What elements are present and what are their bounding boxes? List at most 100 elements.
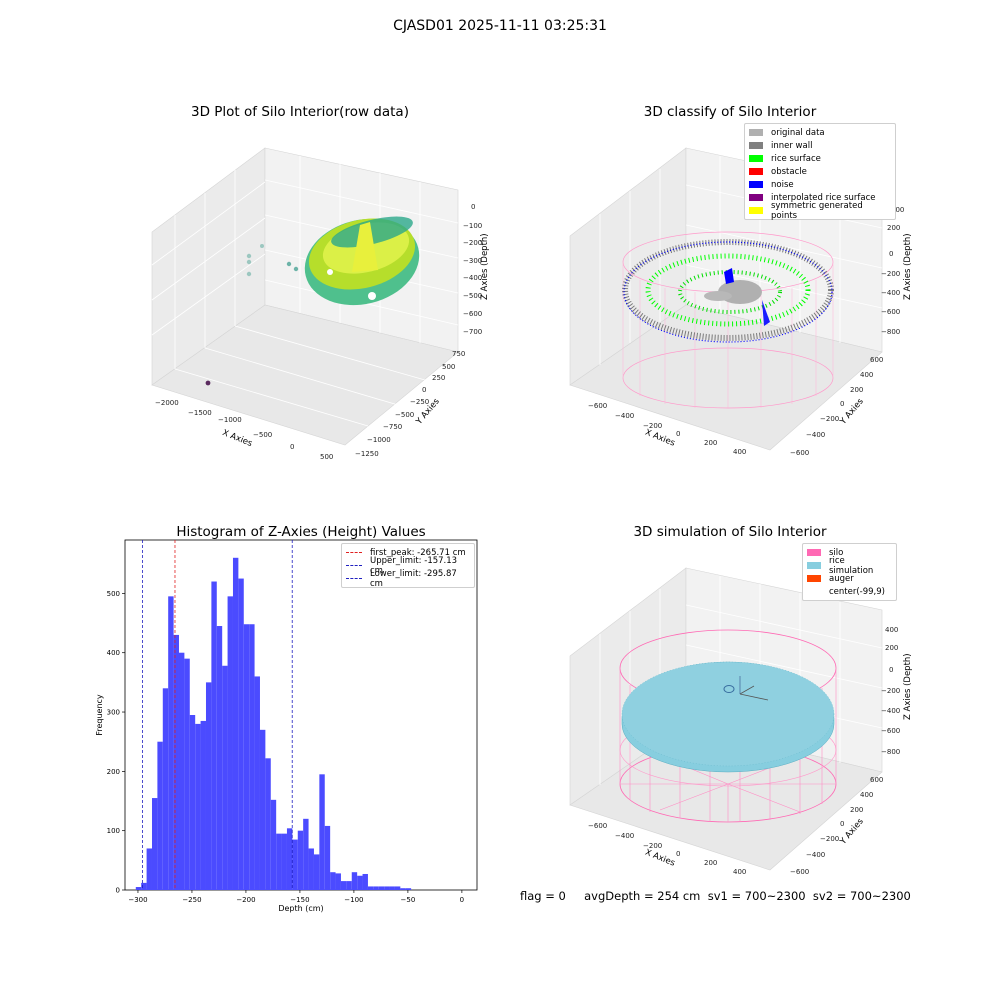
panel2-z-tick: 400 bbox=[891, 206, 904, 214]
histogram-bar bbox=[357, 875, 363, 890]
legend-swatch bbox=[749, 181, 763, 188]
histogram-bar bbox=[184, 658, 190, 890]
legend-item-lower-limit: Lower_limit: -295.87 cm bbox=[342, 569, 474, 589]
panel2-x-tick: −400 bbox=[615, 412, 634, 420]
panel1-z-tick: −300 bbox=[463, 257, 482, 265]
legend-label: interpolated rice surface bbox=[771, 192, 876, 203]
legend-label: first_peak: -265.71 cm bbox=[370, 547, 466, 558]
histogram-bar bbox=[389, 886, 395, 890]
legend-item-noise: noise bbox=[745, 178, 895, 191]
panel4-xlabel: X Axies bbox=[643, 848, 676, 869]
panel1-zlabel: Z Axies (Depth) bbox=[480, 233, 490, 300]
panel1-z-tick: 0 bbox=[471, 203, 475, 211]
panel4-y-tick: −400 bbox=[806, 851, 825, 859]
panel3-title: Histogram of Z-Axies (Height) Values bbox=[176, 524, 426, 540]
histogram-bar bbox=[216, 626, 223, 890]
legend-item-symmetric: symmetric generated points bbox=[745, 201, 895, 221]
legend-label: Lower_limit: -295.87 cm bbox=[370, 568, 457, 589]
histogram-bar bbox=[157, 741, 163, 890]
legend-swatch bbox=[749, 142, 763, 149]
panel1-y-tick: −500 bbox=[395, 411, 414, 419]
panel2-z-tick: −800 bbox=[881, 328, 900, 336]
panel1-z-tick: −100 bbox=[463, 222, 482, 230]
histogram-x-tick-label: −250 bbox=[182, 896, 201, 904]
panel2-xlabel: X Axies bbox=[643, 428, 676, 449]
legend-swatch bbox=[807, 575, 821, 582]
histogram-bar bbox=[324, 825, 331, 890]
panel2-y-tick: −200 bbox=[820, 415, 839, 423]
panel2-title: 3D classify of Silo Interior bbox=[643, 104, 817, 120]
histogram-bar bbox=[330, 872, 336, 890]
panel2-z-tick: 200 bbox=[887, 224, 900, 232]
histogram-x-tick-label: −300 bbox=[128, 896, 147, 904]
histogram-xlabel: Depth (cm) bbox=[278, 904, 323, 913]
legend-swatch bbox=[749, 155, 763, 162]
panel1-gridlines bbox=[151, 156, 459, 427]
histogram-bar bbox=[405, 888, 412, 890]
histogram-bar bbox=[265, 758, 271, 890]
histogram-bar bbox=[151, 798, 158, 890]
histogram-bar bbox=[243, 624, 250, 890]
panel2-y-ticks: 600 400 200 0 −200 −400 −600 bbox=[790, 356, 883, 457]
histogram-bar bbox=[297, 830, 304, 890]
histogram-bars bbox=[135, 557, 412, 890]
panel1-x-tick: 0 bbox=[290, 443, 294, 451]
panel2-z-tick: 0 bbox=[889, 250, 893, 258]
histogram-bar bbox=[227, 596, 233, 890]
histogram-bar bbox=[232, 557, 239, 890]
panel1-y-tick: 250 bbox=[432, 374, 445, 382]
panel4-x-tick: −600 bbox=[588, 822, 607, 830]
legend-item-first-peak: first_peak: -265.71 cm bbox=[342, 546, 474, 559]
histogram-x-tick-label: −50 bbox=[401, 896, 416, 904]
legend-swatch bbox=[749, 194, 763, 201]
panel2-y-tick: 600 bbox=[870, 356, 883, 364]
panel2-3d-axes: −600 −400 −200 0 200 400 600 400 200 0 −… bbox=[569, 147, 913, 457]
legend-line bbox=[346, 552, 362, 553]
panel2-y-tick: −400 bbox=[806, 431, 825, 439]
legend-item-rice-simulation: rice simulation bbox=[803, 556, 896, 576]
histogram-bar bbox=[335, 873, 341, 890]
histogram-bar bbox=[378, 886, 385, 890]
panel4-z-tick: 400 bbox=[885, 626, 898, 634]
panel1-x-tick: −1500 bbox=[188, 409, 212, 417]
panel1-z-tick: −500 bbox=[463, 292, 482, 300]
legend-swatch bbox=[807, 562, 821, 569]
histogram-x-tick-label: 0 bbox=[460, 896, 464, 904]
histogram-bar bbox=[200, 720, 206, 890]
panel4-x-ticks: −600 −400 −200 0 200 400 bbox=[588, 822, 746, 876]
panel4-legend: silo rice simulation auger center(-99,9) bbox=[802, 543, 897, 601]
panel4-x-tick: −200 bbox=[643, 842, 662, 850]
panel4-title: 3D simulation of Silo Interior bbox=[633, 524, 827, 540]
histogram-bar bbox=[362, 873, 368, 890]
panel4-x-tick: 200 bbox=[704, 859, 717, 867]
histogram-bar bbox=[340, 881, 347, 890]
legend-label: obstacle bbox=[771, 166, 807, 177]
histogram-bar bbox=[394, 886, 401, 890]
histogram-y-tick-label: 0 bbox=[116, 887, 120, 895]
histogram-bar bbox=[238, 578, 244, 890]
histogram-bar bbox=[222, 665, 228, 890]
histogram-bar bbox=[211, 581, 217, 890]
panel4-y-tick: 600 bbox=[870, 776, 883, 784]
panel2-z-tick: −400 bbox=[881, 289, 900, 297]
panel2-x-tick: 200 bbox=[704, 439, 717, 447]
legend-item-upper-limit: Upper_limit: -157.13 cm bbox=[342, 556, 474, 576]
legend-label: original data bbox=[771, 127, 825, 138]
histogram-chart: −300 −250 −200 −150 −100 −50 0 0 100 200 300 400 50… bbox=[95, 539, 478, 913]
legend-swatch bbox=[807, 549, 821, 556]
histogram-y-tick-label: 100 bbox=[107, 827, 120, 835]
panel2-zlabel: Z Axies (Depth) bbox=[903, 233, 913, 300]
legend-label: rice surface bbox=[771, 153, 821, 164]
legend-item-center: center(-99,9) bbox=[803, 585, 896, 598]
histogram-bar bbox=[351, 872, 358, 890]
panel1-y-tick: −750 bbox=[383, 423, 402, 431]
panel4-z-ticks: 400 200 0 −200 −400 −600 −800 bbox=[881, 626, 900, 756]
legend-label: noise bbox=[771, 179, 794, 190]
histogram-bar bbox=[195, 723, 201, 890]
panel2-x-tick: 400 bbox=[733, 448, 746, 456]
status-footer: flag = 0 avgDepth = 254 cm sv1 = 700~230… bbox=[520, 889, 911, 903]
legend-item-rice-surface: rice surface bbox=[745, 152, 895, 165]
histogram-bar bbox=[346, 881, 352, 890]
histogram-bar bbox=[173, 634, 179, 890]
panel1-title: 3D Plot of Silo Interior(row data) bbox=[191, 104, 409, 120]
